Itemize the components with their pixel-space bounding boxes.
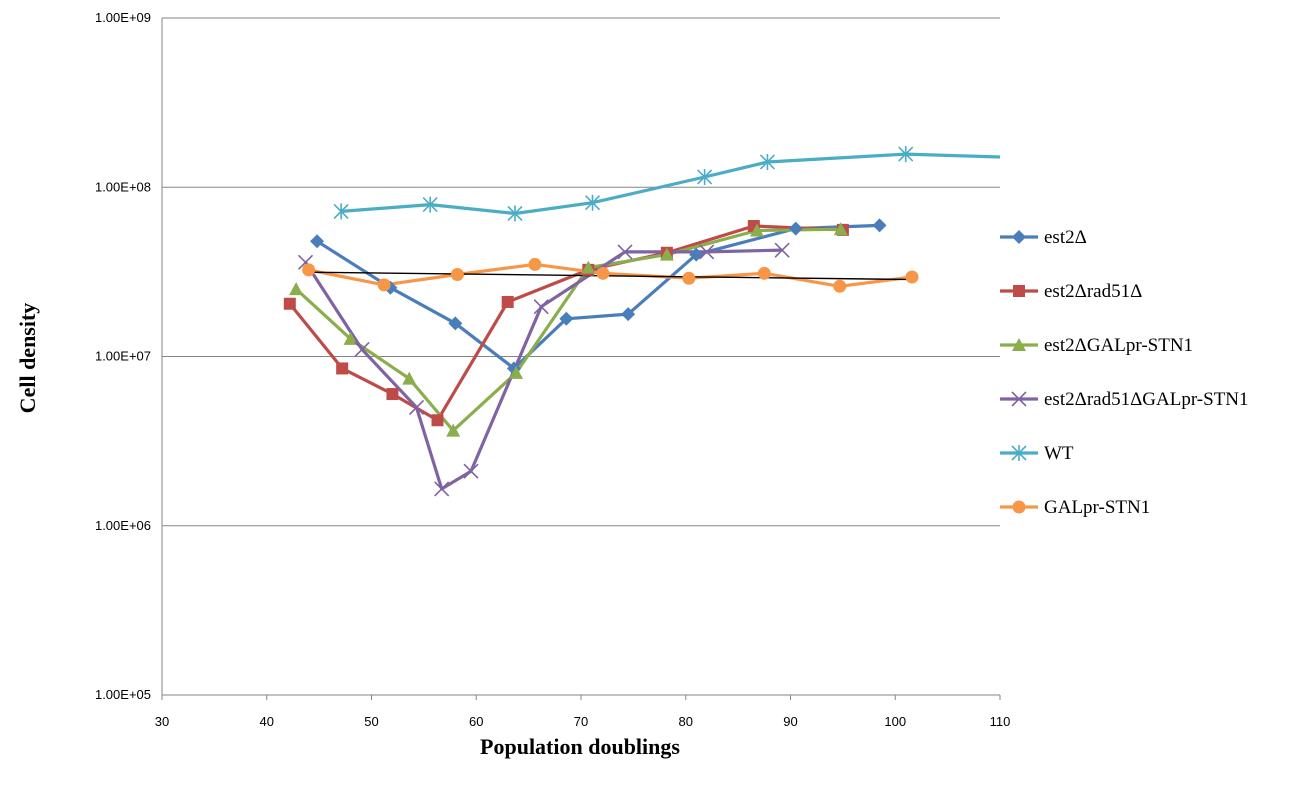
data-point — [289, 282, 304, 296]
data-point — [759, 153, 776, 170]
data-point — [596, 266, 610, 280]
x-tick-label: 80 — [679, 714, 693, 729]
data-point — [584, 194, 601, 211]
data-point — [422, 196, 438, 213]
legend-marker — [1012, 230, 1026, 244]
series-markers — [283, 146, 919, 497]
legend-marker — [1013, 285, 1025, 297]
data-point — [501, 295, 514, 308]
x-tick-label: 110 — [990, 714, 1011, 729]
data-point — [463, 463, 479, 479]
data-point — [333, 203, 349, 220]
legend-label: GALpr-STN1 — [1044, 497, 1150, 518]
x-tick-label: 90 — [783, 714, 797, 729]
data-point — [774, 242, 790, 258]
x-tick-label: 70 — [574, 714, 588, 729]
data-point — [509, 365, 524, 379]
data-point — [450, 268, 464, 282]
data-point — [434, 481, 450, 497]
data-point — [749, 223, 764, 237]
data-point — [354, 341, 370, 358]
legend-marker — [1011, 391, 1027, 407]
data-point — [448, 316, 463, 331]
y-tick-label: 1.00E+09 — [95, 10, 151, 25]
legend-label: WT — [1044, 443, 1074, 464]
legend-label: est2Δrad51Δ — [1044, 281, 1142, 302]
y-tick-label: 1.00E+07 — [95, 349, 151, 364]
data-point — [402, 371, 417, 385]
legend-label: est2Δrad51ΔGALpr-STN1 — [1044, 389, 1249, 410]
gridlines — [162, 17, 1000, 696]
data-point — [386, 388, 399, 401]
data-point — [788, 221, 803, 236]
axes: 1.00E+05 1.00E+06 1.00E+07 1.00E+08 1.00E+09… — [95, 10, 1010, 729]
legend-marker — [1011, 445, 1027, 461]
y-axis-title: Cell density — [15, 303, 40, 414]
data-point — [905, 270, 919, 284]
x-tick-label: 30 — [155, 714, 169, 729]
data-point — [833, 279, 847, 293]
x-tick-label: 100 — [884, 714, 906, 729]
data-point — [507, 205, 523, 222]
data-point — [533, 299, 549, 315]
data-point — [431, 414, 444, 427]
legend-marker — [1012, 338, 1026, 351]
x-tick-label: 60 — [469, 714, 483, 729]
legend: est2Δ est2Δrad51Δ est2ΔGALpr-STN1 est2Δrad5… — [1000, 227, 1249, 518]
y-tick-label: 1.00E+05 — [95, 687, 151, 702]
x-tick-label: 40 — [260, 714, 274, 729]
trendline — [308, 271, 913, 281]
data-point — [343, 331, 358, 345]
data-point — [446, 423, 461, 437]
y-tick-label: 1.00E+08 — [95, 179, 151, 194]
data-point — [528, 257, 542, 271]
x-axis-title: Population doublings — [480, 734, 680, 759]
data-point — [682, 271, 696, 285]
data-point — [377, 278, 391, 292]
series-lines — [288, 152, 1001, 491]
data-point — [617, 244, 633, 260]
y-tick-label: 1.00E+06 — [95, 518, 151, 533]
data-point — [697, 168, 713, 185]
data-point — [898, 146, 914, 163]
data-point — [310, 234, 325, 249]
x-tick-label: 50 — [364, 714, 378, 729]
data-point — [872, 218, 887, 233]
series-line-4 — [340, 152, 1001, 216]
data-point — [283, 297, 296, 310]
data-point — [659, 247, 674, 261]
data-point — [408, 399, 425, 416]
data-point — [336, 362, 349, 375]
legend-label: est2Δ — [1044, 227, 1087, 248]
data-point — [621, 307, 636, 322]
data-point — [559, 311, 574, 326]
legend-label: est2ΔGALpr-STN1 — [1044, 335, 1193, 356]
series-line-0 — [316, 223, 880, 370]
data-point — [699, 244, 715, 260]
legend-marker — [1012, 500, 1026, 514]
data-point — [833, 222, 848, 236]
data-point — [581, 260, 596, 274]
data-point — [757, 266, 771, 280]
data-point — [302, 263, 316, 277]
series-line-2 — [295, 227, 841, 433]
